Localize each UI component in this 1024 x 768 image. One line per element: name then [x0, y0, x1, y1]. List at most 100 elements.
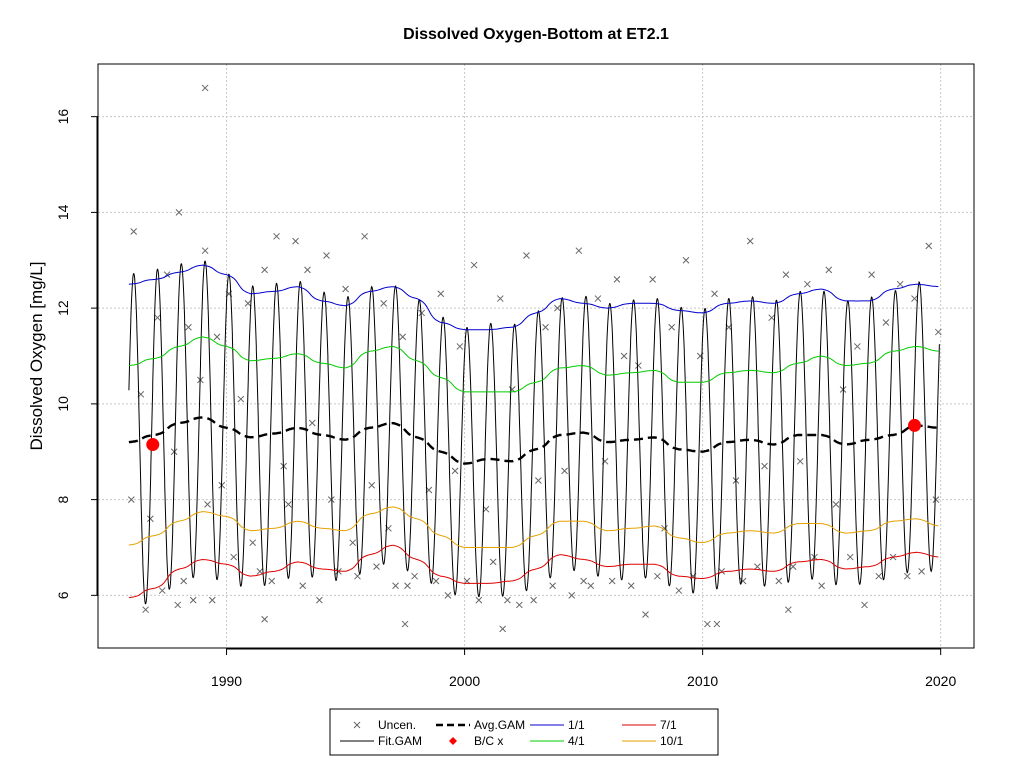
uncen-point: [754, 563, 761, 570]
legend-label-1-1: 1/1: [568, 718, 585, 732]
uncen-point: [903, 572, 911, 580]
uncen-point: [925, 242, 933, 250]
uncen-point: [668, 323, 676, 331]
uncen-point: [201, 84, 209, 92]
legend-label-uncen-: Uncen.: [378, 718, 416, 732]
uncen-point: [456, 343, 464, 350]
uncen-point: [718, 568, 726, 575]
grid-lines: [98, 64, 974, 648]
series-line-1-1: [128, 264, 939, 331]
uncen-point: [213, 333, 221, 341]
uncen-point: [244, 299, 252, 307]
uncen-point: [932, 496, 940, 503]
uncen-point: [185, 323, 192, 331]
legend-box: [329, 708, 719, 756]
uncen-point: [368, 481, 376, 489]
uncen-point: [380, 299, 388, 307]
uncen-point: [504, 596, 511, 604]
y-tick-label-8: 8: [55, 496, 71, 504]
uncen-point: [299, 582, 307, 590]
uncen-point: [587, 582, 595, 590]
uncen-point: [515, 601, 523, 609]
uncen-point: [230, 553, 238, 561]
uncen-point: [875, 572, 883, 580]
uncen-point: [432, 577, 440, 585]
uncen-point: [285, 501, 292, 508]
uncen-point: [361, 232, 368, 240]
x-tick-label-2020: 2020: [925, 673, 956, 689]
uncen-point: [399, 333, 407, 341]
x-tick-label-1990: 1990: [211, 673, 242, 689]
uncen-point: [882, 319, 890, 326]
uncen-point: [796, 457, 804, 465]
chart-title: Dissolved Oxygen-Bottom at ET2.1: [403, 26, 669, 43]
uncen-point: [561, 467, 568, 475]
uncen-point: [373, 563, 380, 570]
uncen-point: [401, 620, 409, 628]
uncen-point: [475, 596, 483, 604]
y-axis: 6 8 10 12 14 16: [55, 109, 98, 599]
uncen-point: [249, 539, 257, 547]
uncen-point: [470, 261, 478, 269]
uncen-point: [784, 606, 792, 614]
fit-gam-curve: [128, 260, 940, 605]
uncen-point: [142, 606, 149, 614]
legend-key-b-c-x: [449, 737, 457, 745]
y-axis-label: Dissolved Oxygen [mg/L]: [27, 262, 46, 451]
uncen-point: [201, 247, 209, 255]
legend: Uncen. Avg.GAM 1/1 7/1 Fit.GAM B/C x 4/1 10/1: [329, 708, 719, 756]
uncen-point: [818, 582, 826, 590]
uncen-point: [635, 362, 642, 369]
uncen-point: [661, 524, 668, 532]
uncensored-points: [127, 84, 942, 633]
uncen-point: [580, 577, 587, 585]
x-axis: 1990 2000 2010 2020: [211, 648, 956, 689]
fit-gam-line: [128, 260, 940, 605]
uncen-point: [292, 237, 299, 245]
y-tick-label-10: 10: [55, 396, 71, 412]
uncen-point: [444, 591, 452, 599]
y-tick-label-12: 12: [55, 300, 71, 316]
uncen-point: [130, 228, 138, 235]
uncen-point: [911, 295, 918, 302]
uncen-point: [782, 271, 790, 278]
uncen-point: [789, 563, 797, 570]
uncen-point: [713, 620, 721, 628]
uncen-point: [568, 591, 576, 599]
uncen-point: [868, 271, 875, 278]
y-tick-label-6: 6: [55, 591, 71, 599]
uncen-point: [174, 601, 182, 609]
uncen-point: [308, 419, 316, 427]
legend-label-10-1: 10/1: [660, 734, 684, 748]
uncen-point: [437, 290, 445, 298]
uncen-point: [261, 615, 268, 623]
uncen-point: [620, 352, 628, 360]
uncen-point: [170, 448, 178, 456]
uncen-point: [554, 304, 561, 312]
uncen-point: [535, 477, 542, 484]
uncen-point: [261, 266, 268, 274]
uncen-point: [832, 501, 840, 508]
legend-label-avg-gam: Avg.GAM: [474, 718, 525, 732]
uncen-point: [349, 539, 357, 547]
avg-gam-line: [128, 416, 939, 465]
legend-label-fit-gam: Fit.GAM: [378, 734, 422, 748]
uncen-point: [896, 280, 904, 288]
avg-gam-curve: [128, 416, 939, 465]
uncen-point: [746, 237, 754, 245]
uncen-point: [482, 505, 490, 513]
x-tick-label-2000: 2000: [449, 673, 480, 689]
bc-point: [146, 438, 160, 452]
uncen-point: [496, 295, 504, 302]
legend-label-4-1: 4/1: [568, 734, 585, 748]
legend-label-b-c-x: B/C x: [474, 734, 503, 748]
uncen-point: [304, 266, 311, 274]
uncen-point: [934, 328, 942, 336]
uncen-point: [451, 467, 459, 475]
plot-frame: [97, 63, 975, 649]
uncen-point: [775, 577, 783, 585]
y-tick-label-16: 16: [55, 109, 71, 125]
uncen-point: [342, 285, 349, 293]
uncen-point: [549, 582, 557, 590]
